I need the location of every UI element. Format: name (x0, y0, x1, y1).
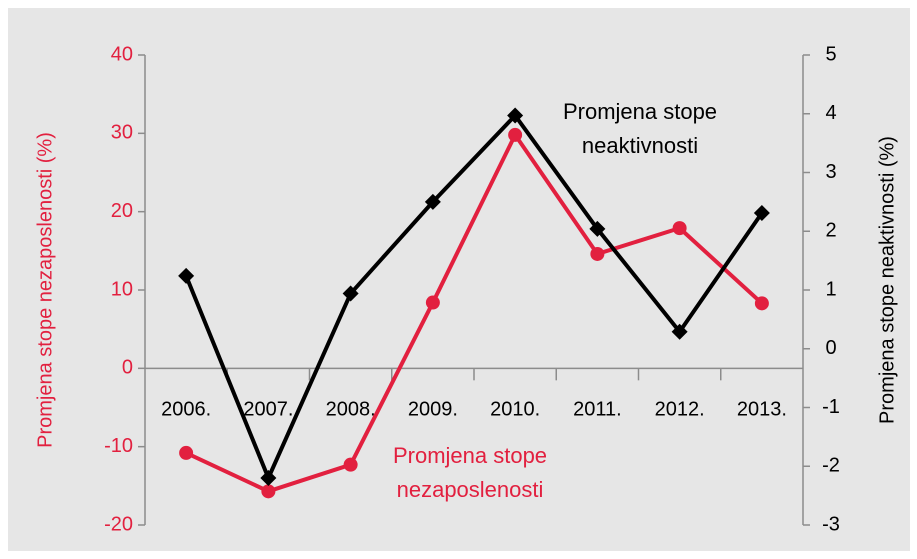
x-tick-label: 2007. (243, 399, 293, 421)
y-tick-label: 0 (122, 357, 133, 379)
marker (508, 127, 523, 142)
y-tick-label: 10 (111, 278, 133, 300)
marker (342, 285, 359, 302)
marker (261, 484, 276, 499)
marker (672, 221, 687, 236)
y2-tick-label: 1 (825, 278, 836, 300)
annotation: nezaposlenosti (397, 477, 544, 502)
y2-tick-label: 0 (825, 337, 836, 359)
marker (343, 457, 358, 472)
x-tick-label: 2011. (573, 399, 622, 421)
y-axis-label: Promjena stope nezaposlenosti (%) (34, 132, 56, 448)
marker (589, 220, 606, 237)
y2-tick-label: 4 (825, 102, 836, 124)
x-tick-label: 2009. (408, 399, 458, 421)
y2-tick-label: 3 (825, 161, 836, 183)
x-tick-label: 2006. (161, 399, 211, 421)
y2-tick-label: 2 (825, 220, 836, 242)
x-tick-label: 2008. (326, 399, 376, 421)
y2-tick-label: 5 (825, 43, 836, 65)
annotation: Promjena stope (393, 443, 547, 468)
series-line (185, 132, 764, 494)
marker (425, 295, 440, 310)
marker (424, 193, 441, 210)
y2-tick-label: -3 (822, 513, 840, 535)
y-tick-label: 20 (111, 200, 133, 222)
x-tick-label: 2010. (490, 399, 540, 421)
x-tick-label: 2013. (737, 399, 787, 421)
y2-axis-label: Promjena stope neaktivnosti (%) (876, 136, 898, 424)
marker (179, 445, 194, 460)
marker (754, 296, 769, 311)
marker (260, 470, 277, 486)
marker (590, 246, 605, 261)
background (8, 8, 910, 551)
series-line (184, 113, 764, 480)
x-tick-label: 2012. (655, 399, 705, 421)
y-tick-label: -10 (104, 435, 133, 457)
annotation: Promjena stope (563, 99, 717, 124)
marker (671, 323, 688, 340)
y2-tick-label: -1 (822, 396, 840, 418)
y-tick-label: 40 (111, 43, 133, 65)
y-tick-label: 30 (111, 122, 133, 144)
marker (753, 205, 770, 222)
y2-tick-label: -2 (822, 455, 840, 477)
marker (507, 107, 524, 124)
annotation: neaktivnosti (582, 133, 698, 158)
marker (178, 267, 195, 284)
y-tick-label: -20 (104, 513, 133, 535)
